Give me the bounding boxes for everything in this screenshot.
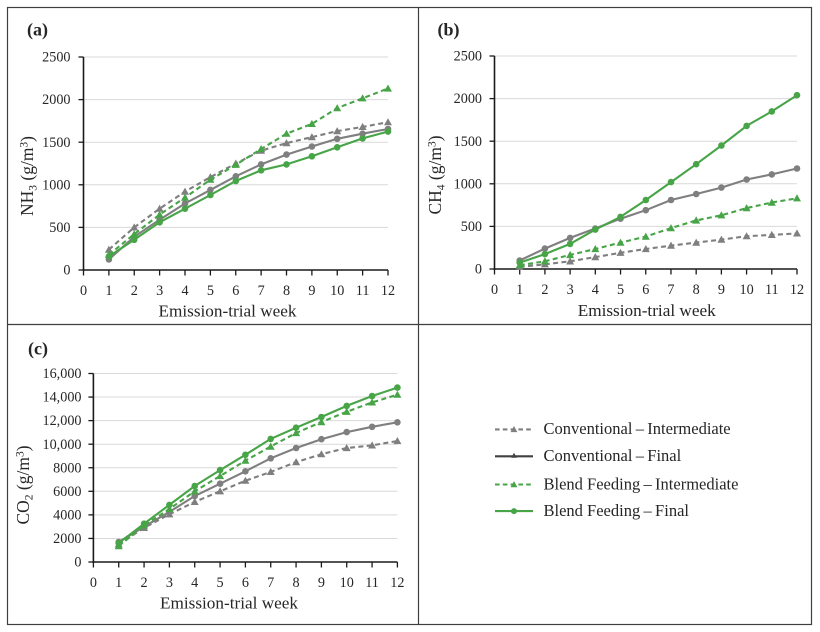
svg-text:1: 1 xyxy=(105,283,112,299)
svg-text:4: 4 xyxy=(181,283,188,299)
svg-text:1000: 1000 xyxy=(42,177,70,193)
svg-text:(c): (c) xyxy=(28,339,48,360)
svg-text:12: 12 xyxy=(381,283,395,299)
svg-text:8: 8 xyxy=(293,575,300,591)
svg-text:6: 6 xyxy=(242,575,249,591)
svg-text:4: 4 xyxy=(191,575,198,591)
svg-text:0: 0 xyxy=(80,283,87,299)
svg-text:14,000: 14,000 xyxy=(42,390,81,406)
svg-text:5: 5 xyxy=(617,282,624,298)
svg-text:3: 3 xyxy=(166,575,173,591)
svg-text:11: 11 xyxy=(765,282,779,298)
svg-text:7: 7 xyxy=(258,283,265,299)
svg-text:NH3 (g/m3): NH3 (g/m3) xyxy=(17,136,40,216)
svg-text:7: 7 xyxy=(667,282,674,298)
svg-text:12: 12 xyxy=(790,282,804,298)
svg-text:500: 500 xyxy=(49,220,70,236)
svg-text:5: 5 xyxy=(207,283,214,299)
svg-text:2: 2 xyxy=(541,282,548,298)
svg-text:1000: 1000 xyxy=(454,176,482,192)
svg-text:Blend Feeding – Final: Blend Feeding – Final xyxy=(544,501,690,520)
svg-text:10: 10 xyxy=(340,575,354,591)
svg-text:Blend Feeding – Intermediate: Blend Feeding – Intermediate xyxy=(544,474,739,493)
svg-text:3: 3 xyxy=(567,282,574,298)
svg-text:CO2 (g/m3): CO2 (g/m3) xyxy=(13,445,36,524)
svg-text:Emission-trial week: Emission-trial week xyxy=(160,594,298,613)
svg-text:11: 11 xyxy=(356,283,370,299)
svg-text:Conventional – Intermediate: Conventional – Intermediate xyxy=(544,419,731,438)
svg-text:6: 6 xyxy=(642,282,649,298)
svg-text:12: 12 xyxy=(390,575,404,591)
svg-text:7: 7 xyxy=(267,575,274,591)
svg-text:3: 3 xyxy=(156,283,163,299)
svg-text:0: 0 xyxy=(90,575,97,591)
svg-text:11: 11 xyxy=(365,575,379,591)
svg-text:Conventional – Final: Conventional – Final xyxy=(544,446,682,465)
svg-text:0: 0 xyxy=(475,262,482,278)
svg-text:0: 0 xyxy=(491,282,498,298)
svg-text:2000: 2000 xyxy=(53,531,81,547)
svg-text:9: 9 xyxy=(718,282,725,298)
svg-text:2000: 2000 xyxy=(454,91,482,107)
svg-text:500: 500 xyxy=(461,219,482,235)
svg-text:(a): (a) xyxy=(27,20,48,41)
svg-text:10,000: 10,000 xyxy=(42,437,81,453)
svg-text:9: 9 xyxy=(308,283,315,299)
svg-text:1: 1 xyxy=(115,575,122,591)
svg-text:4000: 4000 xyxy=(53,507,81,523)
svg-text:6: 6 xyxy=(232,283,239,299)
svg-text:8000: 8000 xyxy=(53,460,81,476)
svg-text:2: 2 xyxy=(131,283,138,299)
svg-text:Emission-trial week: Emission-trial week xyxy=(578,301,716,320)
svg-text:5: 5 xyxy=(217,575,224,591)
svg-text:CH4 (g/m3): CH4 (g/m3) xyxy=(425,135,448,214)
svg-text:Emission-trial week: Emission-trial week xyxy=(159,301,297,320)
svg-text:10: 10 xyxy=(330,283,344,299)
svg-text:4: 4 xyxy=(592,282,599,298)
svg-text:6000: 6000 xyxy=(53,484,81,500)
svg-text:(b): (b) xyxy=(438,20,460,41)
svg-text:12,000: 12,000 xyxy=(42,413,81,429)
svg-text:2500: 2500 xyxy=(454,49,482,65)
svg-text:8: 8 xyxy=(283,283,290,299)
svg-text:1: 1 xyxy=(516,282,523,298)
svg-text:9: 9 xyxy=(318,575,325,591)
svg-text:16,000: 16,000 xyxy=(42,366,81,382)
svg-text:0: 0 xyxy=(74,555,81,571)
svg-text:1500: 1500 xyxy=(42,135,70,151)
svg-text:0: 0 xyxy=(63,263,70,279)
svg-text:10: 10 xyxy=(739,282,753,298)
svg-text:8: 8 xyxy=(693,282,700,298)
svg-text:2500: 2500 xyxy=(42,50,70,66)
svg-text:2: 2 xyxy=(141,575,148,591)
svg-text:2000: 2000 xyxy=(42,92,70,108)
svg-text:1500: 1500 xyxy=(454,134,482,150)
